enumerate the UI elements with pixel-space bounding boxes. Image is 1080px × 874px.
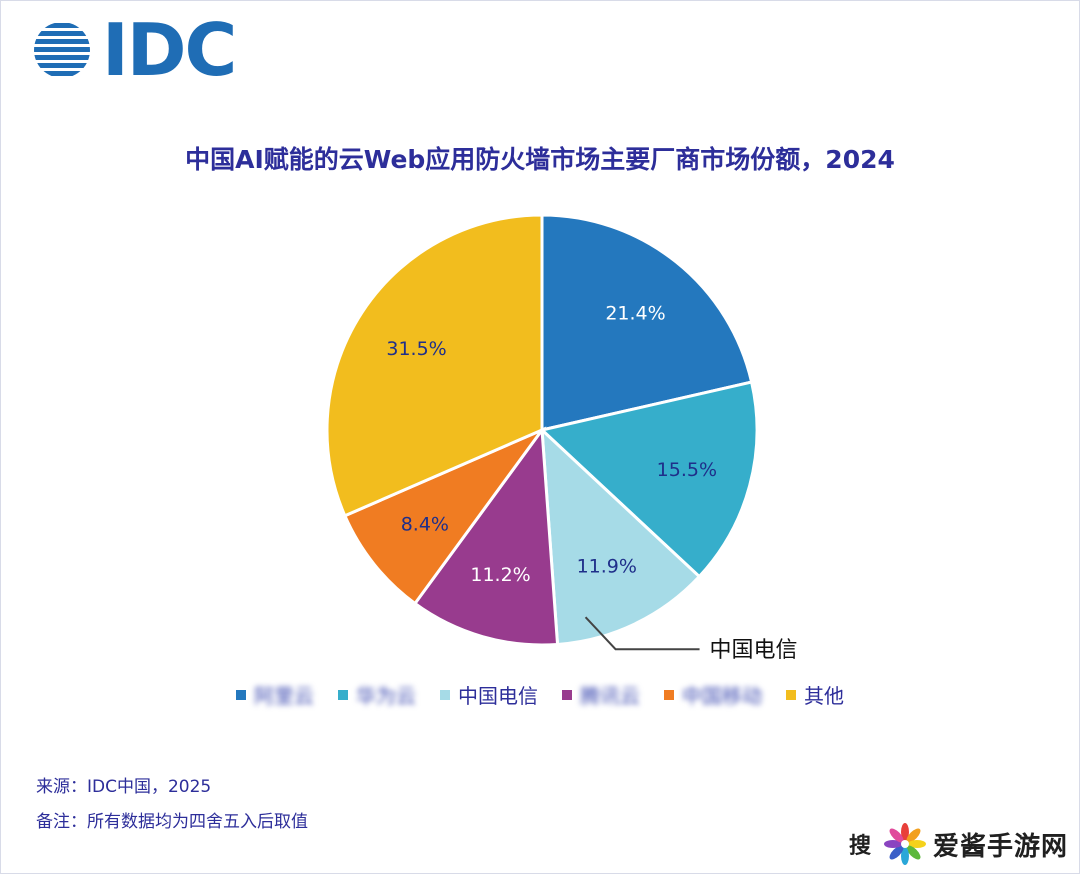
callout-label: 中国电信 [710, 638, 798, 663]
legend-item-6: 其他 [786, 680, 844, 709]
pie-slice-label-5: 8.4% [401, 514, 449, 536]
legend-item-4: 腾讯云 [562, 680, 640, 709]
legend-label-4: 腾讯云 [580, 684, 640, 708]
pie-slice-label-4: 11.2% [470, 564, 530, 586]
globe-icon [34, 23, 90, 76]
pie-slice-label-1: 21.4% [605, 303, 665, 325]
pie-slice-label-3: 11.9% [577, 555, 637, 577]
pie-slice-4 [412, 425, 560, 647]
watermark-prefix: 搜 [848, 834, 871, 859]
idc-logo: IDC [30, 8, 237, 92]
legend-label-5: 中国移动 [682, 684, 762, 708]
legend-swatch-5 [664, 689, 674, 700]
legend-item-1: 阿里云 [236, 680, 314, 709]
legend-item-3: 中国电信 [440, 680, 538, 709]
legend-label-1: 阿里云 [254, 684, 314, 708]
legend-item-2: 华为云 [338, 680, 416, 709]
pie-slice-3 [540, 426, 702, 647]
pie-slice-6 [325, 213, 544, 518]
pie-slice-5 [342, 426, 547, 606]
legend-label-3: 中国电信 [458, 684, 538, 708]
legend-swatch-4 [562, 689, 572, 700]
legend-swatch-6 [786, 689, 796, 700]
pie-slice-1 [540, 213, 754, 432]
logo-text: IDC [102, 8, 237, 92]
source-text: 来源：IDC中国，2025 [36, 777, 212, 797]
legend-swatch-3 [440, 689, 450, 700]
note-text: 备注：所有数据均为四舍五入后取值 [36, 812, 308, 832]
flower-icon [883, 823, 926, 865]
chart-legend: 阿里云 华为云 中国电信 腾讯云 中国移动 其他 [0, 680, 1080, 709]
pie-slice-2 [538, 380, 759, 579]
legend-label-2: 华为云 [356, 684, 416, 708]
chart-title: 中国AI赋能的云Web应用防火墙市场主要厂商市场份额，2024 [185, 145, 895, 174]
pie-slice-label-6: 31.5% [386, 338, 446, 360]
legend-swatch-1 [236, 689, 246, 700]
legend-swatch-2 [338, 689, 348, 700]
legend-label-6: 其他 [804, 684, 844, 708]
legend-item-5: 中国移动 [664, 680, 762, 709]
watermark-text: 爱酱手游网 [932, 831, 1068, 862]
pie-slice-label-2: 15.5% [657, 459, 717, 481]
watermark: 搜 爱酱手游网 [848, 822, 1068, 866]
callout-line [584, 616, 700, 651]
